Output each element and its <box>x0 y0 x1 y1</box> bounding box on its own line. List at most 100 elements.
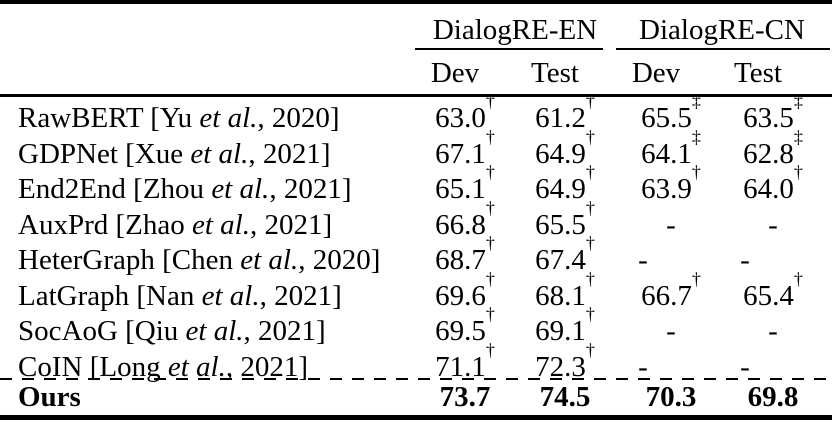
score-value: 69.5 <box>435 315 486 347</box>
footnote-marker: † <box>485 91 495 112</box>
footnote-marker: ‡ <box>691 91 701 112</box>
en-group-underline-rule <box>415 48 603 50</box>
table-row: HeterGraph [Chen et al., 2020] 68.7† 67.… <box>0 234 832 279</box>
footnote-marker: † <box>585 339 595 360</box>
score-cell-dev-en: 69.5† <box>415 305 515 350</box>
score-value: 65.4 <box>743 279 794 312</box>
footnote-marker: † <box>585 304 595 325</box>
score-cell-test-cn: - <box>694 243 796 279</box>
group-header-row: DialogRE-EN DialogRE-CN <box>0 10 832 50</box>
footnote-marker: † <box>793 162 803 183</box>
score-value: 64.9 <box>535 137 586 170</box>
score-value: 65.1 <box>435 173 486 205</box>
ours-row: Ours 73.7 74.5 70.3 69.8 <box>0 380 832 414</box>
method-name-text: GDPNet [Xue <box>18 137 191 170</box>
score-cell-dev-cn: 66.7† <box>620 270 722 315</box>
ours-score-test-cn: 69.8 <box>747 381 799 413</box>
score-value: - <box>638 350 648 383</box>
method-name: End2End [Zhou et al., 2021] <box>0 172 415 208</box>
score-cell-test-en: 68.1† <box>515 270 615 315</box>
footnote-marker: † <box>793 268 803 289</box>
score-value: 63.9 <box>641 173 692 205</box>
score-value: 67.1 <box>435 137 486 170</box>
column-group-label-dialogre-en: DialogRE-EN <box>432 14 598 46</box>
score-value: 63.0 <box>435 102 486 134</box>
cn-group-underline-rule <box>616 48 830 50</box>
score-value: 71.1 <box>435 350 486 383</box>
footnote-marker: † <box>485 304 495 325</box>
table-row: CoIN [Long et al., 2021] 71.1† 72.3† - - <box>0 341 832 386</box>
score-value: 69.1 <box>535 315 586 347</box>
score-cell-test-cn: - <box>722 208 824 244</box>
score-value: 65.5 <box>535 208 586 241</box>
score-cell-dev-cn: 64.1‡ <box>620 128 722 173</box>
method-name: SocAoG [Qiu et al., 2021] <box>0 314 415 350</box>
score-value: 64.9 <box>535 173 586 205</box>
footnote-marker: † <box>585 233 595 254</box>
method-citation-etal: et al. <box>185 315 244 347</box>
score-cell-dev-cn: - <box>592 243 694 279</box>
table-row: GDPNet [Xue et al., 2021] 67.1† 64.9† 64… <box>0 128 832 173</box>
score-value: 61.2 <box>535 102 586 134</box>
score-value: 69.6 <box>435 279 486 312</box>
footnote-marker: † <box>585 126 595 147</box>
score-cell-dev-en: 66.8† <box>415 199 515 244</box>
score-value: 65.5 <box>641 102 692 134</box>
score-cell-test-en: 67.4† <box>515 234 615 279</box>
method-citation-year: , 2020] <box>257 102 340 134</box>
footnote-marker: ‡ <box>691 126 701 147</box>
score-cell-test-en: 64.9† <box>515 163 615 208</box>
method-name-text: HeterGraph [Chen <box>18 244 241 276</box>
footnote-marker: † <box>585 91 595 112</box>
method-citation-year: , 2021] <box>259 279 342 312</box>
method-citation-etal: et al. <box>201 279 260 312</box>
score-value: 62.8 <box>743 137 794 170</box>
method-citation-etal: et al. <box>199 102 258 134</box>
footnote-marker: † <box>485 162 495 183</box>
col-header-test-en: Test <box>531 57 579 89</box>
method-name-text: CoIN [Long <box>18 350 168 383</box>
score-cell-test-en: 65.5† <box>515 199 615 244</box>
method-name-text: End2End [Zhou <box>18 173 212 205</box>
score-value: 66.8 <box>435 208 486 241</box>
score-cell-dev-en: 71.1† <box>415 341 515 386</box>
data-rows: RawBERT [Yu et al., 2020] 63.0† 61.2† 65… <box>0 92 832 386</box>
score-cell-dev-cn: - <box>620 314 722 350</box>
method-citation-etal: et al. <box>167 350 226 383</box>
score-cell-dev-cn: - <box>592 350 694 386</box>
score-cell-dev-en: 68.7† <box>415 234 515 279</box>
score-value: 66.7 <box>641 279 692 312</box>
col-header-test-cn: Test <box>734 57 782 89</box>
method-citation-year: , 2021] <box>248 137 331 170</box>
dashed-separator-rule <box>0 377 832 380</box>
footnote-marker: ‡ <box>793 91 803 112</box>
score-value: - <box>740 350 750 383</box>
footnote-marker: † <box>585 268 595 289</box>
score-value: - <box>666 208 676 241</box>
method-citation-year: , 2020] <box>298 244 381 276</box>
score-cell-test-cn: - <box>694 350 796 386</box>
footnote-marker: † <box>585 162 595 183</box>
method-name: RawBERT [Yu et al., 2020] <box>0 101 415 137</box>
table-row: AuxPrd [Zhao et al., 2021] 66.8† 65.5† -… <box>0 199 832 244</box>
footnote-marker: † <box>585 197 595 218</box>
top-rule <box>0 0 832 4</box>
method-citation-year: , 2021] <box>225 350 308 383</box>
col-header-dev-cn: Dev <box>631 57 681 89</box>
method-citation-etal: et al. <box>191 208 250 241</box>
ours-score-dev-en: 73.7 <box>439 381 491 413</box>
score-cell-dev-cn: - <box>620 208 722 244</box>
method-citation-etal: et al. <box>240 244 299 276</box>
footnote-marker: † <box>691 268 701 289</box>
ours-method-label: Ours <box>18 381 81 413</box>
score-value: 67.4 <box>535 244 586 276</box>
score-cell-dev-cn: 63.9† <box>620 163 722 208</box>
score-cell-test-en: 64.9† <box>515 128 615 173</box>
score-cell-test-en: 61.2† <box>515 92 615 137</box>
score-cell-test-en: 69.1† <box>515 305 615 350</box>
score-cell-dev-en: 65.1† <box>415 163 515 208</box>
method-name-text: LatGraph [Nan <box>18 279 202 312</box>
score-value: 68.7 <box>435 244 486 276</box>
method-name-text: SocAoG [Qiu <box>18 315 186 347</box>
col-header-dev-en: Dev <box>430 57 480 89</box>
